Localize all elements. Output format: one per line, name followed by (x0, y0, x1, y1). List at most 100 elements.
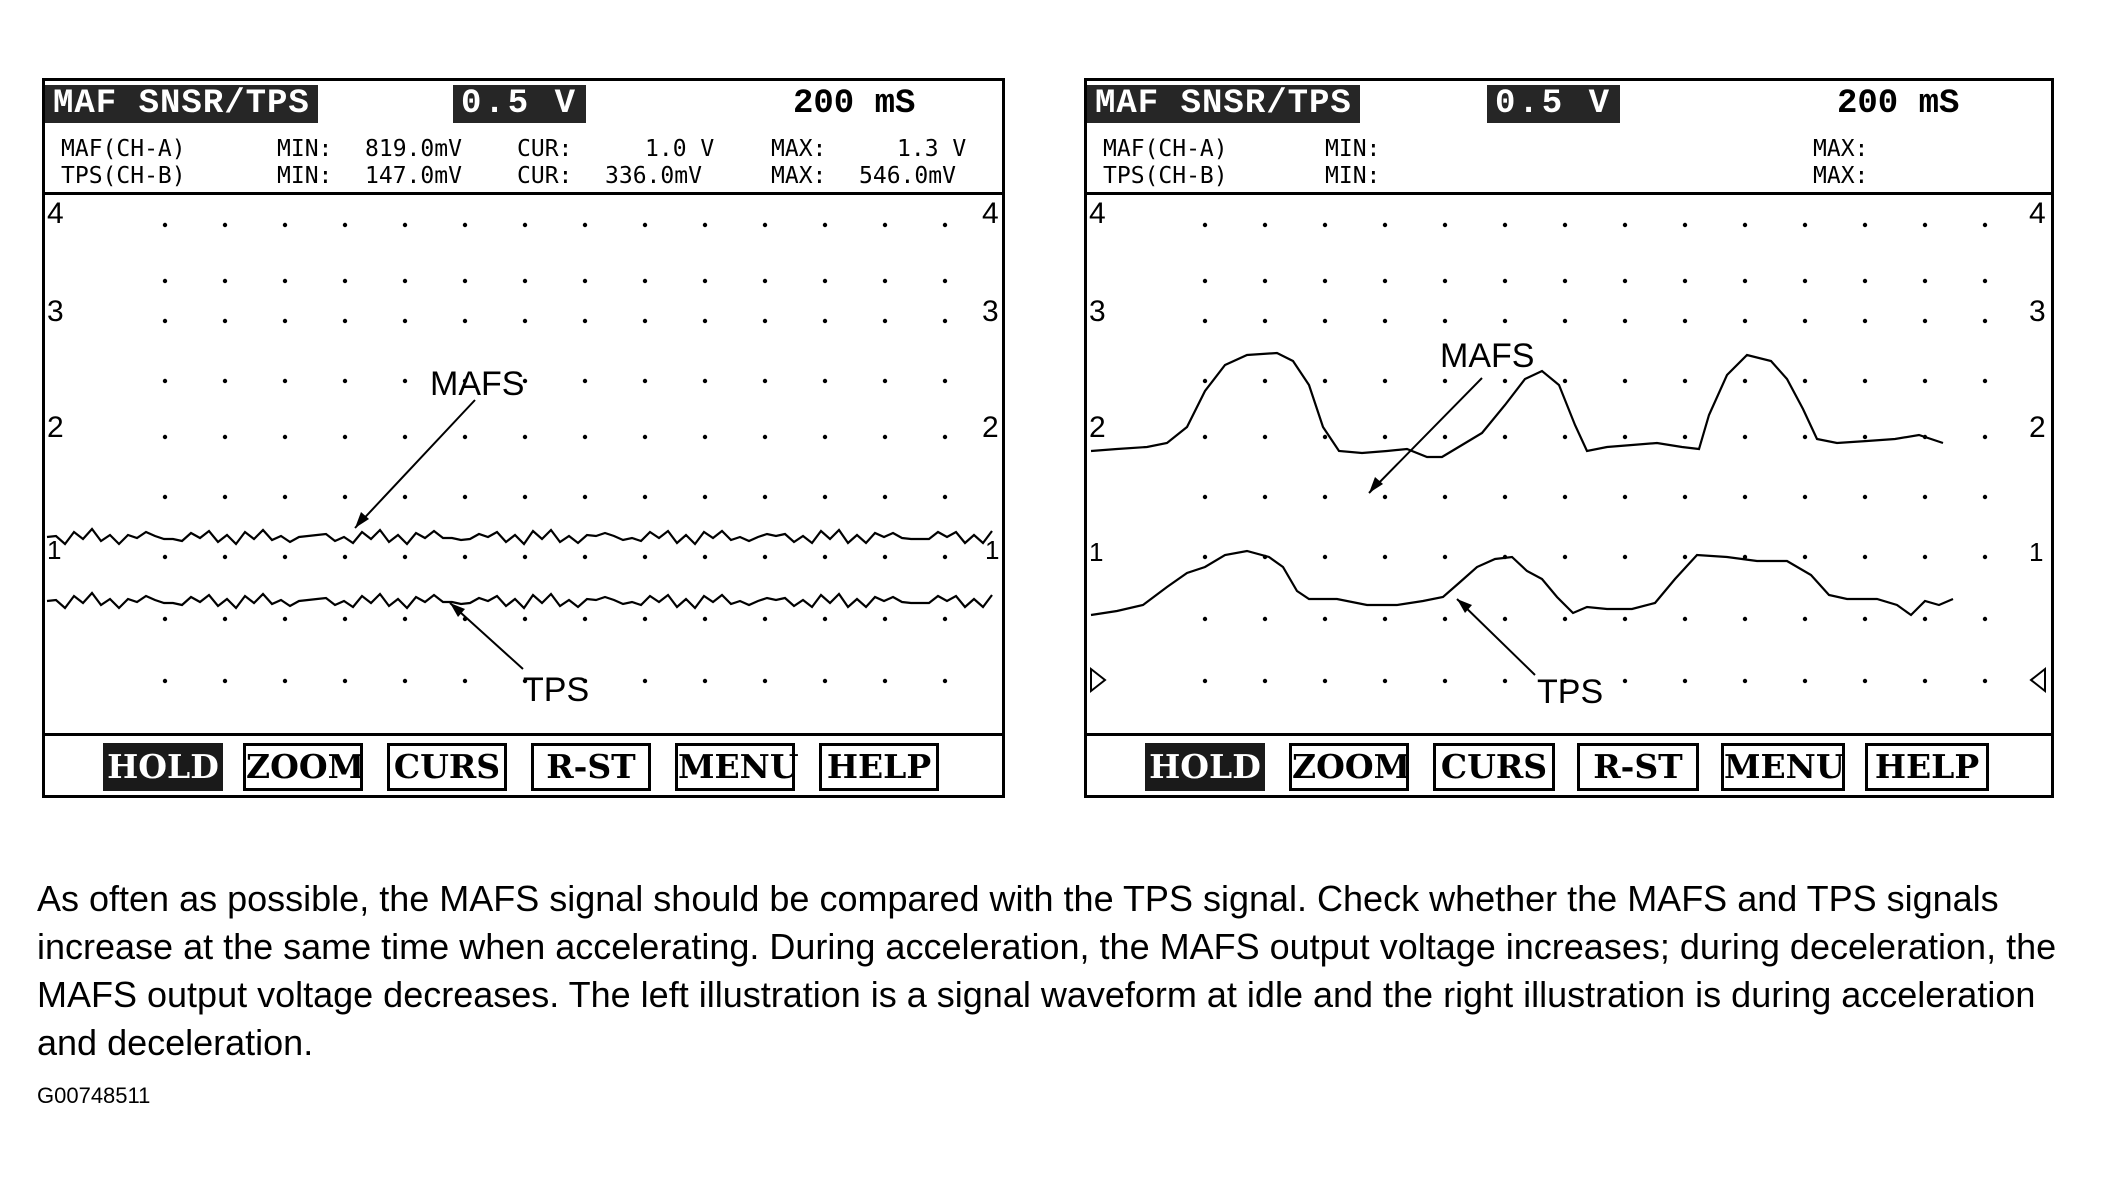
grid-dot (342, 494, 348, 500)
channel-b-min-label: MIN: (277, 163, 333, 189)
channel-b-max-value: 546.0mV (859, 163, 956, 189)
channel-a-cur-label: CUR: (517, 136, 573, 162)
mafs-waveform (46, 527, 993, 546)
grid-dot (1622, 434, 1628, 440)
grid-dot (1682, 616, 1688, 622)
waveform-plot: 4 4 3 3 2 2 1 1 MAFS TPS (1087, 195, 2051, 819)
r-st-button[interactable]: R-ST (531, 743, 651, 791)
grid-dot (462, 494, 468, 500)
grid-dot (1922, 318, 1928, 324)
grid-dot (942, 278, 948, 284)
scope-header: MAF SNSR/TPS 0.5 V 200 mS (45, 81, 1002, 129)
grid-dot (162, 278, 168, 284)
grid-dot (882, 494, 888, 500)
scope-screen-idle: MAF SNSR/TPS 0.5 V 200 mS MAF(CH-A) MIN:… (42, 78, 1005, 798)
channel-b-max-label: MAX: (771, 163, 827, 189)
mafs-arrowhead (355, 512, 369, 528)
trigger-marker-left (1090, 666, 1107, 694)
dot-grid (1202, 222, 1988, 684)
channel-a-min-label: MIN: (277, 136, 333, 162)
grid-dot (1622, 554, 1628, 560)
channel-readouts: MAF(CH-A) MIN: MAX: TPS(CH-B) MIN: MAX: (1087, 133, 2051, 195)
zoom-button[interactable]: ZOOM (243, 743, 364, 791)
scale-label-1-left: 1 (1089, 537, 1103, 567)
grid-dot (1622, 494, 1628, 500)
grid-dot (642, 554, 648, 560)
grid-dot (1742, 318, 1748, 324)
grid-dot (1622, 616, 1628, 622)
grid-dot (702, 278, 708, 284)
help-button[interactable]: HELP (819, 743, 939, 791)
curs-button[interactable]: CURS (1433, 743, 1555, 791)
grid-dot (882, 434, 888, 440)
grid-dot (1682, 434, 1688, 440)
grid-dot (162, 616, 168, 622)
grid-dot (882, 222, 888, 228)
grid-dot (582, 378, 588, 384)
curs-button[interactable]: CURS (387, 743, 507, 791)
grid-dot (702, 222, 708, 228)
grid-dot (642, 278, 648, 284)
hold-button[interactable]: HOLD (103, 743, 223, 791)
grid-dot (1682, 678, 1688, 684)
grid-dot (1982, 434, 1988, 440)
grid-dot (1742, 678, 1748, 684)
grid-dot (342, 378, 348, 384)
grid-dot (1562, 318, 1568, 324)
grid-dot (1262, 278, 1268, 284)
grid-dot (942, 318, 948, 324)
grid-dot (162, 378, 168, 384)
channel-a-label: MAF(CH-A) (1103, 136, 1228, 162)
grid-dot (1382, 318, 1388, 324)
grid-dot (1202, 434, 1208, 440)
scale-label-2-left: 2 (47, 411, 64, 444)
help-button[interactable]: HELP (1865, 743, 1989, 791)
scale-label-4-right: 4 (2029, 197, 2046, 230)
channel-b-min-label: MIN: (1325, 163, 1381, 189)
grid-dot (1862, 378, 1868, 384)
grid-dot (1802, 616, 1808, 622)
grid-dot (1382, 678, 1388, 684)
hold-button[interactable]: HOLD (1145, 743, 1265, 791)
grid-dot (1742, 554, 1748, 560)
grid-dot (822, 278, 828, 284)
grid-dot (342, 616, 348, 622)
grid-dot (1562, 494, 1568, 500)
r-st-button[interactable]: R-ST (1577, 743, 1699, 791)
menu-button[interactable]: MENU (1721, 743, 1845, 791)
grid-dot (942, 554, 948, 560)
grid-dot (1922, 616, 1928, 622)
grid-dot (1862, 616, 1868, 622)
grid-dot (1922, 222, 1928, 228)
channel-b-label: TPS(CH-B) (61, 163, 186, 189)
screen-title: MAF SNSR/TPS (45, 85, 318, 123)
softkey-bar: HOLD ZOOM CURS R-ST MENU HELP (1087, 733, 2051, 795)
grid-dot (162, 678, 168, 684)
grid-dot (222, 494, 228, 500)
grid-dot (762, 616, 768, 622)
scale-label-2-left: 2 (1089, 411, 1106, 444)
dot-grid (162, 222, 948, 684)
grid-dot (1442, 494, 1448, 500)
grid-dot (882, 278, 888, 284)
zoom-button[interactable]: ZOOM (1289, 743, 1410, 791)
tps-arrowhead (450, 603, 465, 617)
grid-dot (1982, 678, 1988, 684)
grid-dot (402, 678, 408, 684)
grid-dot (762, 554, 768, 560)
grid-dot (222, 278, 228, 284)
grid-dot (702, 494, 708, 500)
grid-dot (1622, 678, 1628, 684)
tps-leader-line (1456, 598, 1536, 676)
volts-per-division: 0.5 V (1487, 85, 1621, 123)
grid-dot (702, 678, 708, 684)
grid-dot (462, 678, 468, 684)
grid-dot (642, 318, 648, 324)
grid-dot (942, 494, 948, 500)
screen-title: MAF SNSR/TPS (1087, 85, 1360, 123)
grid-dot (762, 222, 768, 228)
grid-dot (462, 318, 468, 324)
grid-dot (702, 318, 708, 324)
menu-button[interactable]: MENU (675, 743, 799, 791)
grid-dot (942, 378, 948, 384)
